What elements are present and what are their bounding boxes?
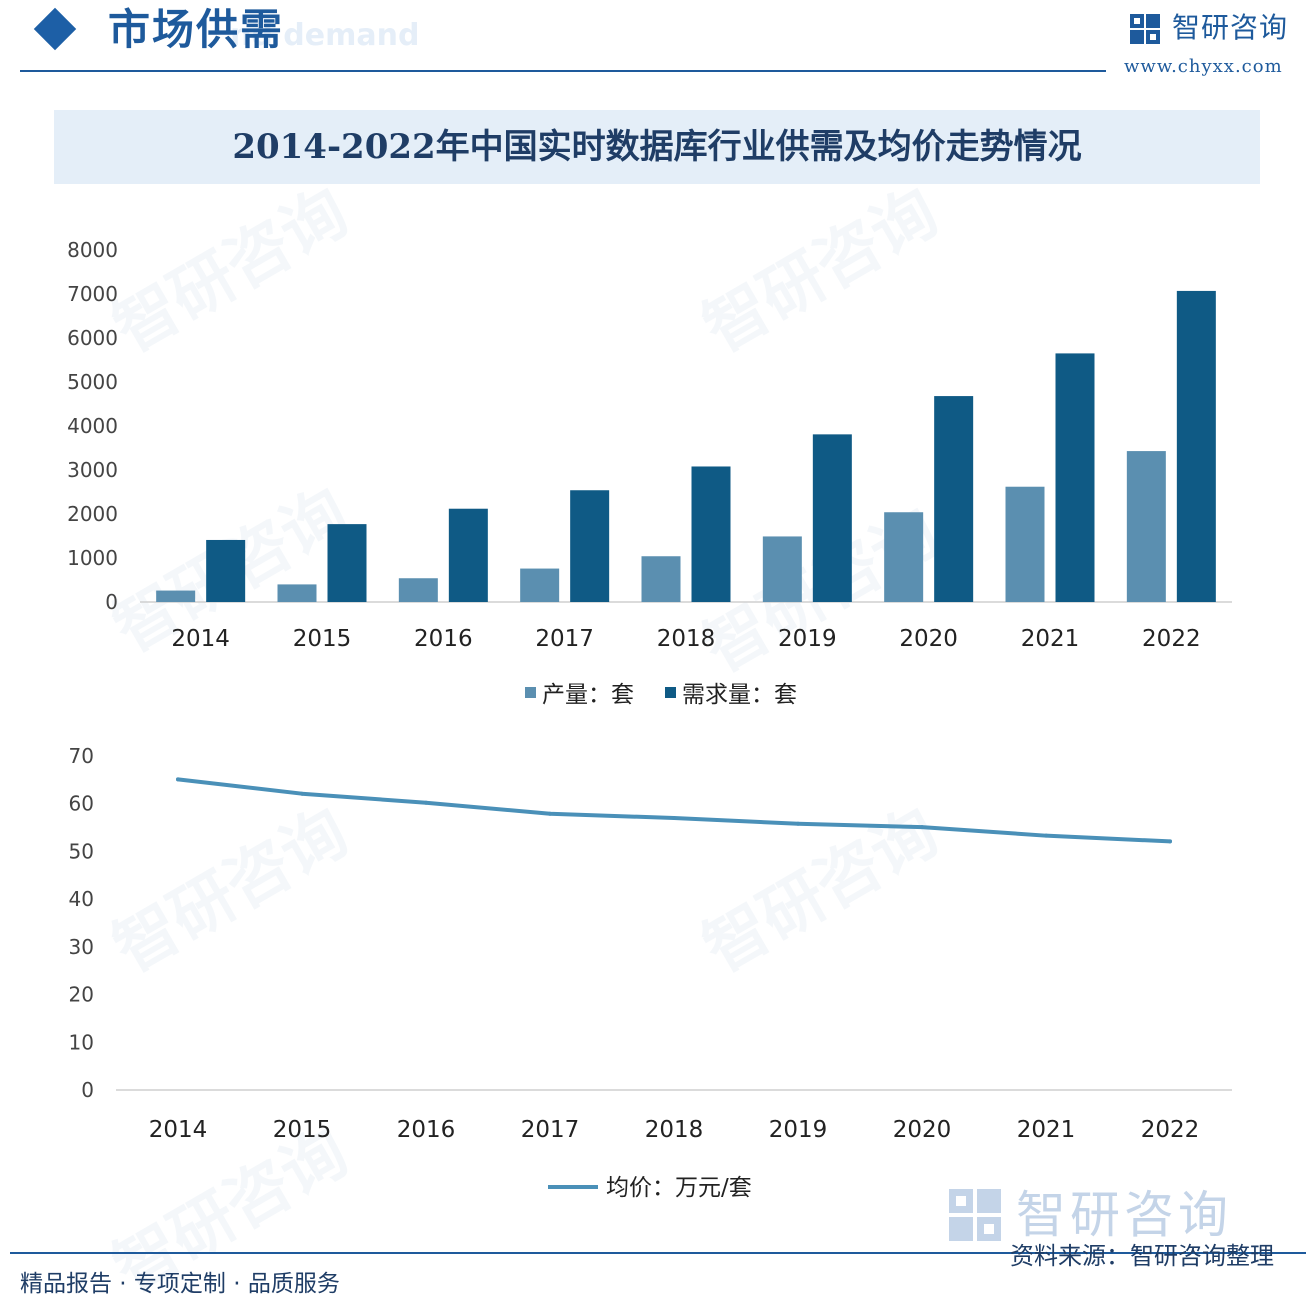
- footer-divider: [10, 1252, 1306, 1254]
- legend-label-price: 均价：万元/套: [606, 1175, 752, 1201]
- bar-production: [1126, 451, 1166, 602]
- x-tick-label: 2016: [397, 1117, 456, 1143]
- y-tick-label: 0: [105, 590, 118, 614]
- bar-production: [762, 536, 802, 602]
- price-point: [1044, 833, 1048, 838]
- section-title: 市场供需: [108, 5, 285, 54]
- price-point: [176, 777, 180, 782]
- footer-brand-name: 智研咨询: [1016, 1186, 1232, 1244]
- y-tick-label: 1000: [67, 546, 118, 570]
- price-point: [796, 821, 800, 826]
- bar-demand: [1055, 353, 1095, 602]
- bar-demand: [448, 508, 488, 602]
- footer-logo-icon: [949, 1189, 1001, 1241]
- y-tick-label: 20: [69, 983, 94, 1007]
- x-tick-label: 2014: [171, 626, 230, 652]
- legend-label-production: 产量：套: [542, 682, 634, 708]
- bar-demand: [1176, 290, 1216, 602]
- chart-title-band: 2014-2022年中国实时数据库行业供需及均价走势情况: [54, 110, 1260, 184]
- x-tick-label: 2021: [1021, 626, 1080, 652]
- bar-demand: [206, 539, 246, 602]
- legend-label-demand: 需求量：套: [682, 682, 797, 708]
- y-tick-label: 2000: [67, 502, 118, 526]
- bar-demand: [812, 434, 852, 602]
- footer-slogan: 精品报告 · 专项定制 · 品质服务: [20, 1271, 340, 1297]
- brand-name: 智研咨询: [1172, 11, 1289, 44]
- source-note: 资料来源：智研咨询整理: [1010, 1242, 1274, 1270]
- x-tick-label: 2017: [535, 626, 594, 652]
- x-tick-label: 2014: [149, 1117, 208, 1143]
- y-tick-label: 8000: [67, 238, 118, 262]
- price-point: [424, 800, 428, 805]
- line-chart: 0 10 20 30 40 50 60 70 2014 2015 2016 2017 2018 2019 2…: [69, 744, 1232, 1201]
- x-tick-label: 2018: [657, 626, 716, 652]
- x-tick-label: 2016: [414, 626, 473, 652]
- bar-production: [156, 590, 196, 602]
- y-tick-label: 5000: [67, 370, 118, 394]
- brand-logo-icon: [1130, 14, 1160, 44]
- bar-demand: [570, 490, 610, 602]
- bar-production: [520, 568, 560, 602]
- bar-demand: [934, 396, 974, 602]
- y-tick-label: 6000: [67, 326, 118, 350]
- header-divider: [20, 70, 1106, 72]
- header: nd demand 市场供需 智研咨询 www.chyxx.com: [0, 0, 1316, 80]
- legend-swatch-production: [525, 687, 536, 698]
- price-line: [176, 777, 1172, 844]
- chart-title: 2014-2022年中国实时数据库行业供需及均价走势情况: [232, 127, 1082, 167]
- y-tick-label: 70: [69, 744, 94, 768]
- x-tick-label: 2020: [893, 1117, 952, 1143]
- y-tick-label: 40: [69, 887, 94, 911]
- bar-production: [398, 578, 438, 602]
- bar-production: [641, 556, 681, 602]
- brand-url[interactable]: www.chyxx.com: [1124, 56, 1283, 77]
- legend-swatch-demand: [665, 687, 676, 698]
- x-tick-label: 2017: [521, 1117, 580, 1143]
- x-tick-label: 2019: [778, 626, 837, 652]
- bar-production: [277, 584, 317, 602]
- y-tick-label: 30: [69, 935, 94, 959]
- x-tick-label: 2019: [769, 1117, 828, 1143]
- y-tick-label: 60: [69, 792, 94, 816]
- x-tick-label: 2015: [273, 1117, 332, 1143]
- y-tick-label: 3000: [67, 458, 118, 482]
- y-tick-label: 4000: [67, 414, 118, 438]
- bar-production: [884, 512, 924, 602]
- header-subtitle-watermark: nd demand: [230, 18, 420, 53]
- price-point: [1168, 839, 1172, 844]
- price-point: [920, 825, 924, 830]
- x-tick-label: 2018: [645, 1117, 704, 1143]
- y-tick-label: 50: [69, 839, 94, 863]
- x-tick-label: 2020: [899, 626, 958, 652]
- x-tick-label: 2022: [1141, 1117, 1200, 1143]
- bar-demand: [327, 524, 367, 602]
- price-point: [548, 811, 552, 816]
- bar-demand: [691, 466, 731, 602]
- x-tick-label: 2022: [1142, 626, 1201, 652]
- price-point: [672, 816, 676, 821]
- y-tick-label: 0: [81, 1078, 94, 1102]
- x-tick-label: 2015: [293, 626, 352, 652]
- bar-chart: 0 1000 2000 3000 4000 5000 6000 7000 8000 2014 201…: [67, 238, 1232, 708]
- y-tick-label: 7000: [67, 282, 118, 306]
- price-point: [300, 791, 304, 796]
- bar-production: [1005, 486, 1045, 602]
- x-tick-label: 2021: [1017, 1117, 1076, 1143]
- y-tick-label: 10: [69, 1030, 94, 1054]
